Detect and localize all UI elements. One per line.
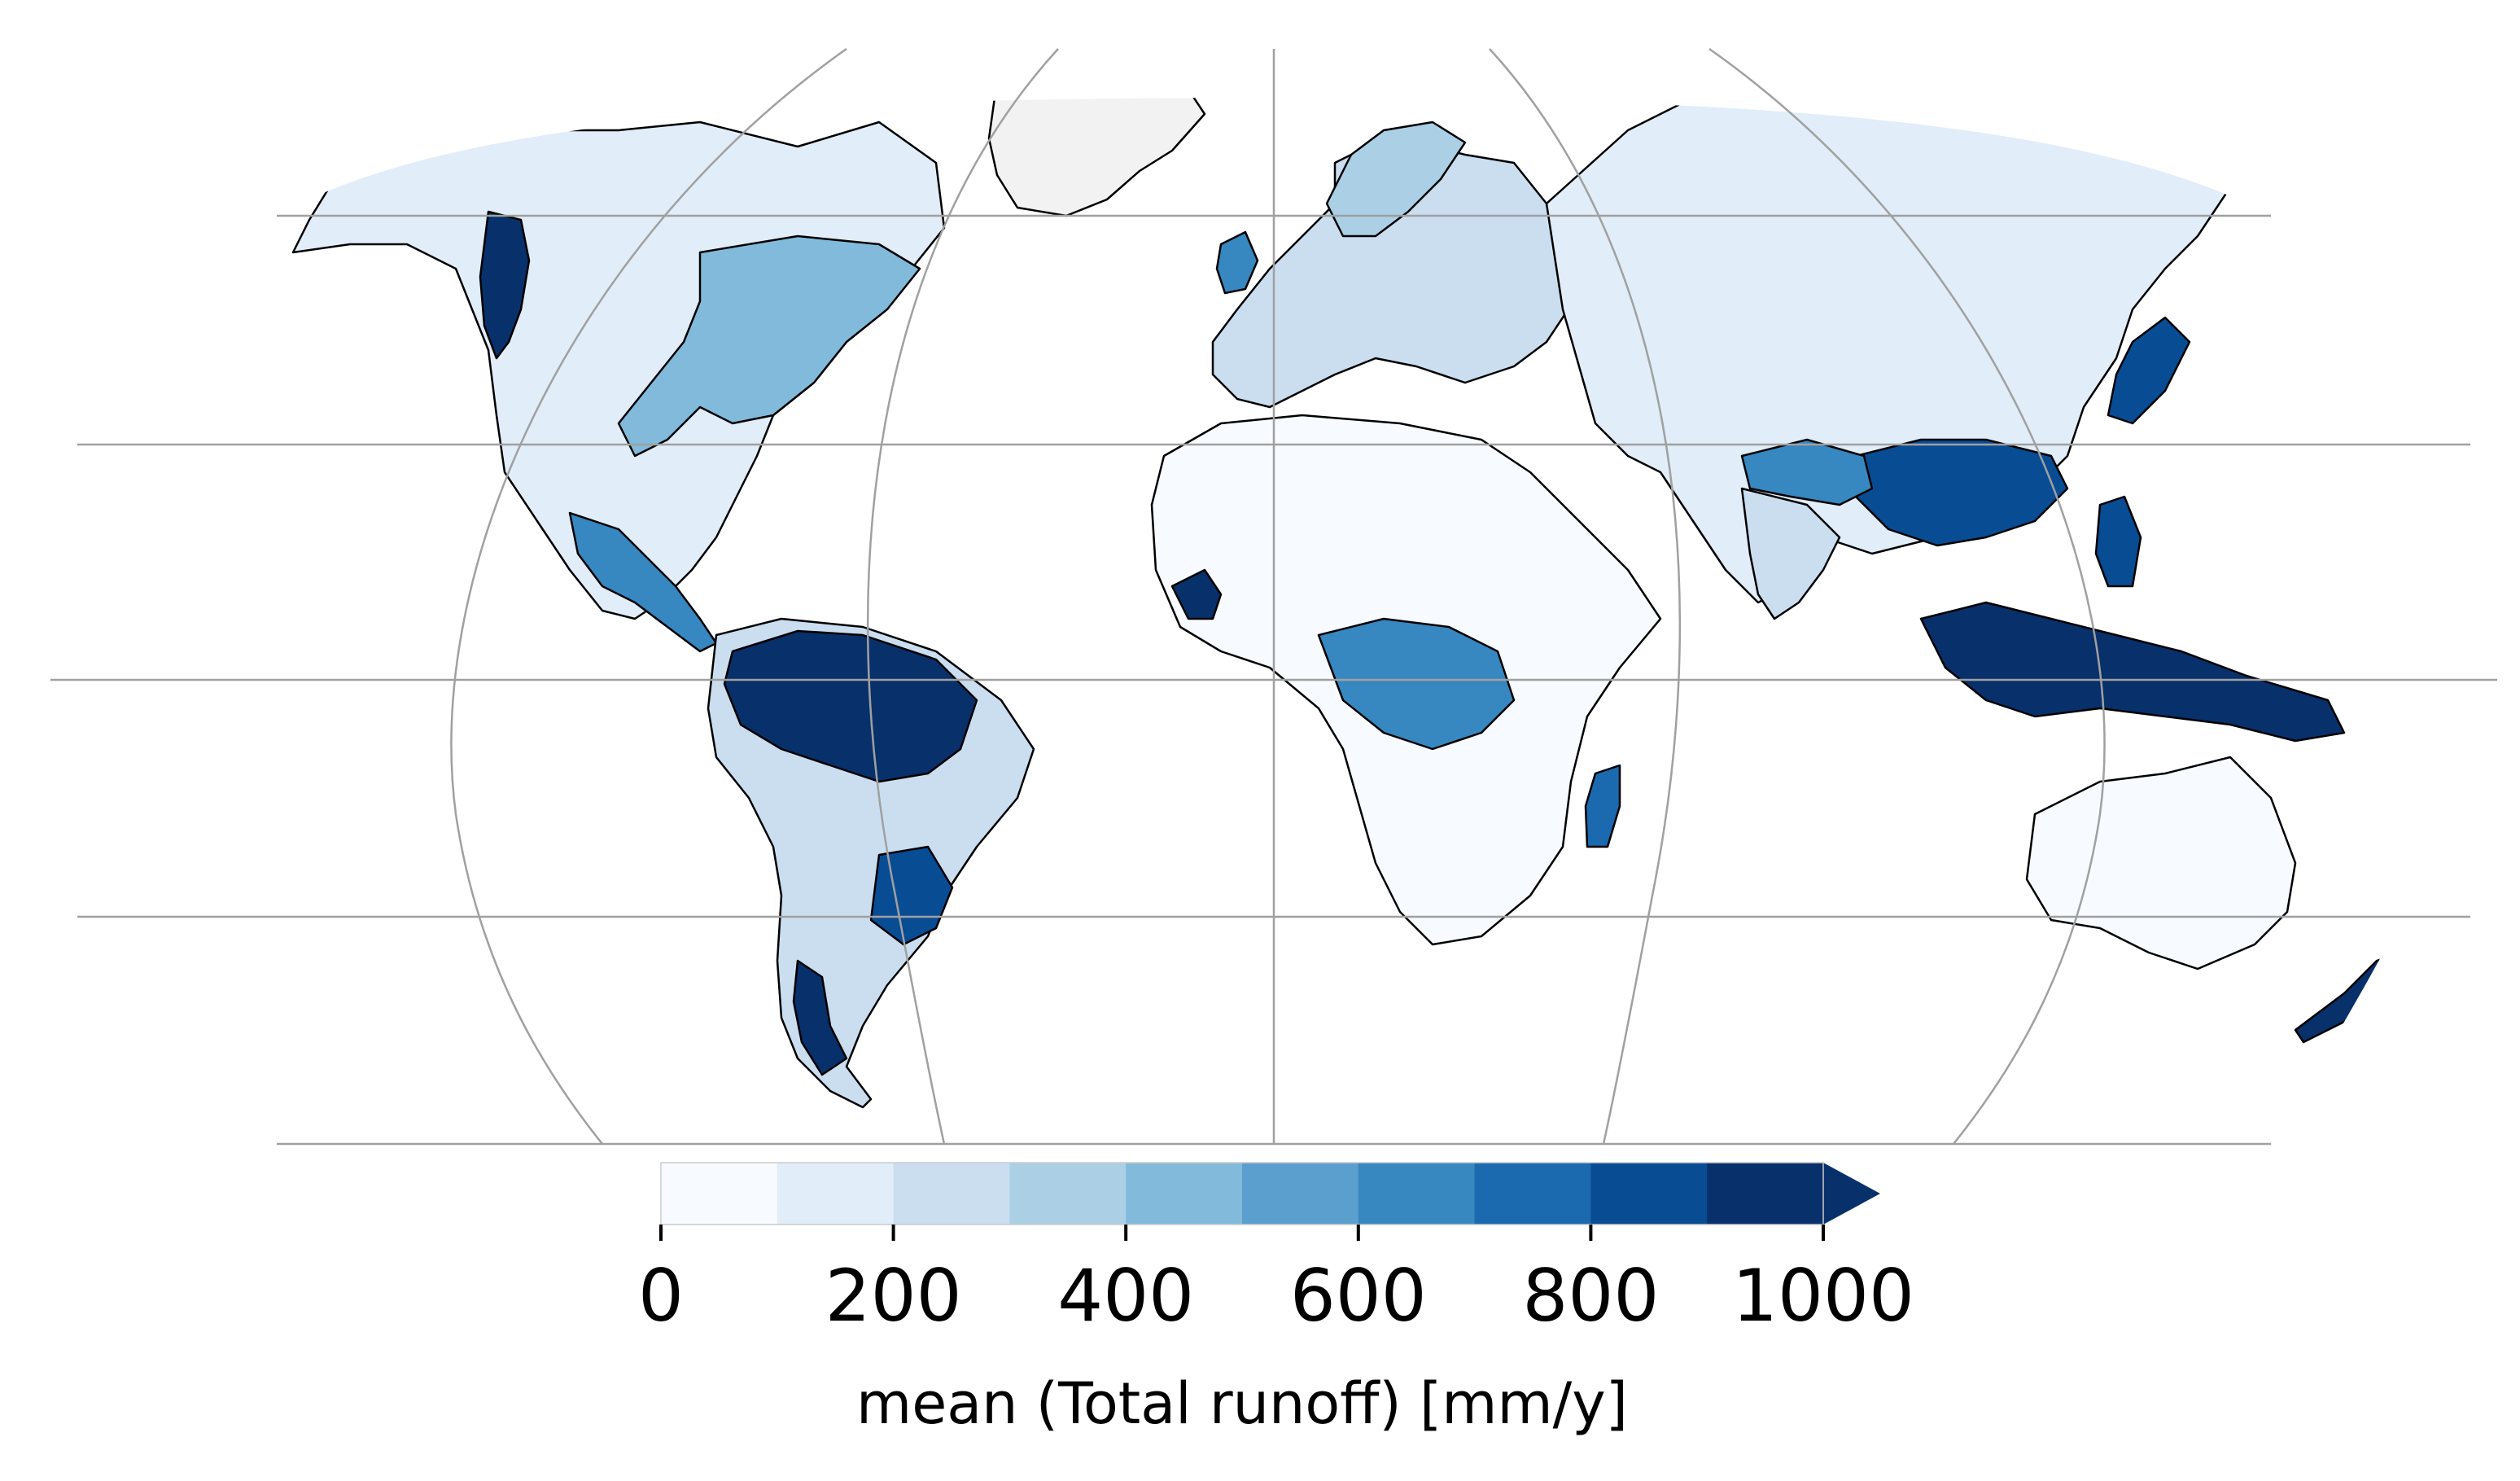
meridian-60w	[867, 48, 1059, 1145]
japan	[2107, 316, 2191, 425]
british-isles	[1215, 230, 1259, 295]
eastern-north-america	[617, 234, 921, 458]
colorbar-segment-300	[1009, 1163, 1127, 1225]
colorbar-ticks	[659, 1225, 1825, 1241]
congo-basin	[1317, 617, 1516, 751]
meridian-60e	[1489, 48, 1681, 1145]
land-masses	[291, 98, 2411, 1109]
colorbar-label: mean (Total runoff) [mm/y]	[856, 1370, 1628, 1437]
philippines	[2094, 495, 2142, 588]
colorbar-extend-arrow	[1823, 1163, 1880, 1225]
colorbar-segment-400	[1126, 1163, 1243, 1225]
amazon-basin	[723, 629, 978, 783]
pacific-northwest-coast	[479, 210, 531, 360]
tick-label-200: 200	[825, 1254, 962, 1338]
colorbar-segment-600	[1358, 1163, 1476, 1225]
colorbar: 0 200 400 600 800 1000 mean (Total runof…	[638, 1162, 1914, 1437]
meridian-120w	[450, 47, 847, 1145]
tick-label-1000: 1000	[1732, 1254, 1914, 1338]
colorbar-segment-700	[1474, 1163, 1591, 1225]
southern-china	[1854, 438, 2069, 547]
new-zealand	[2294, 951, 2411, 1044]
australia	[2025, 756, 2297, 971]
colorbar-segment-100	[777, 1163, 895, 1225]
southern-chile	[792, 959, 848, 1076]
meridian-120e	[1708, 47, 2106, 1145]
maritime-continent	[1919, 601, 2346, 743]
colorbar-segment-800	[1590, 1163, 1708, 1225]
madagascar	[1584, 764, 1621, 848]
colorbar-frame	[660, 1162, 1824, 1225]
graticule	[50, 47, 2497, 1146]
colorbar-segments	[661, 1163, 1824, 1225]
himalaya-band	[1740, 438, 1874, 506]
scandinavia	[1325, 120, 1467, 238]
tick-label-400: 400	[1057, 1254, 1194, 1338]
colorbar-tick-labels: 0 200 400 600 800 1000	[638, 1254, 1914, 1338]
colorbar-segment-0	[661, 1163, 778, 1225]
tick-label-800: 800	[1522, 1254, 1659, 1338]
greenland	[987, 98, 1206, 217]
central-america	[568, 511, 718, 653]
colorbar-segment-500	[1242, 1163, 1359, 1225]
gulf-of-guinea-coast	[1170, 568, 1223, 620]
tick-label-0: 0	[638, 1254, 684, 1338]
india	[1740, 487, 1841, 620]
colorbar-segment-200	[893, 1163, 1010, 1225]
tick-label-600: 600	[1290, 1254, 1427, 1338]
colorbar-segment-900	[1707, 1163, 1824, 1225]
